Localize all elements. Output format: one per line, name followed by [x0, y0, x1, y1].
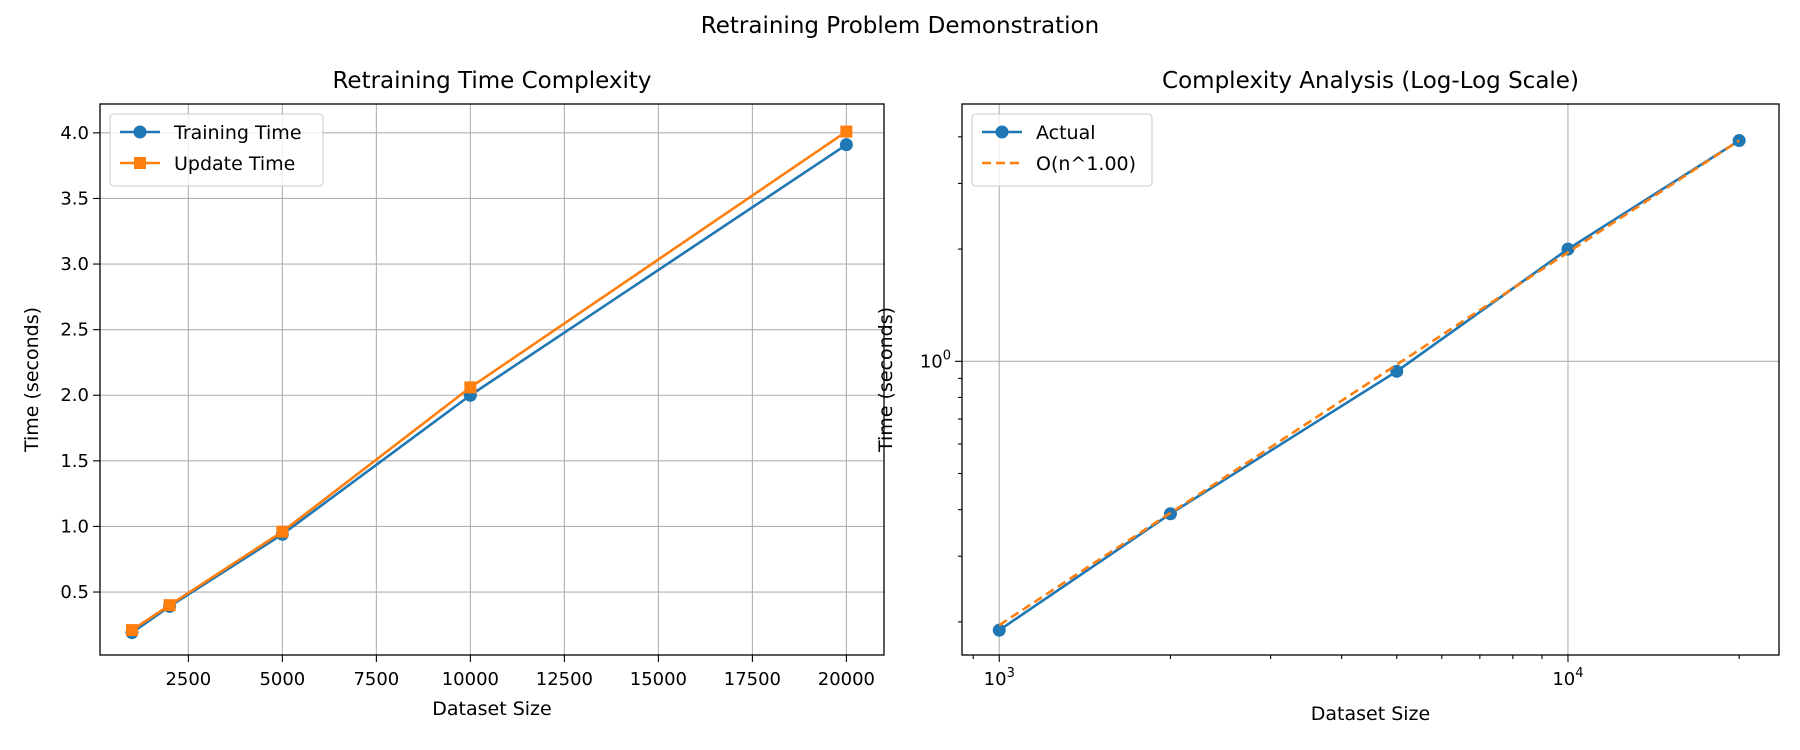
legend-label: O(n^1.00) — [1036, 153, 1136, 175]
data-point — [840, 125, 853, 138]
axes-frame — [961, 103, 1780, 656]
tick-label-base: 10 — [920, 351, 943, 372]
legend-label: Update Time — [174, 153, 295, 175]
series-line — [998, 139, 1740, 627]
chart-panel-left: 2500 5000 7500 10000 12500 15000 17500 20000 0.5… — [21, 68, 885, 720]
legend-label: Actual — [1036, 122, 1096, 144]
x-tick-label: 2500 — [165, 669, 211, 690]
x-axis-ticks: 103 104 — [984, 655, 1584, 690]
y-tick-label: 3.0 — [60, 254, 89, 275]
y-axis-label: Time (seconds) — [21, 307, 43, 453]
data-point — [276, 525, 289, 538]
x-tick-label: 20000 — [818, 669, 875, 690]
y-tick-label: 1.0 — [60, 516, 89, 537]
x-tick-label: 104 — [1552, 666, 1583, 690]
y-tick-label: 100 — [920, 348, 951, 372]
axes-frame — [99, 103, 885, 656]
grid-lines — [962, 104, 1779, 655]
tick-label-exponent: 4 — [1575, 666, 1583, 681]
y-tick-label: 0.5 — [60, 582, 89, 603]
y-tick-label: 2.0 — [60, 385, 89, 406]
chart-title: Retraining Time Complexity — [332, 68, 651, 94]
data-point — [1561, 242, 1575, 256]
data-point — [992, 623, 1006, 637]
data-point — [464, 381, 477, 394]
y-tick-label: 4.0 — [60, 123, 89, 144]
legend-marker — [995, 125, 1009, 139]
x-tick-label: 15000 — [630, 669, 687, 690]
x-axis-ticks: 2500 5000 7500 10000 12500 15000 17500 20000 — [165, 655, 875, 690]
y-axis-ticks: 0.5 1.0 1.5 2.0 2.5 3.0 3.5 4.0 — [60, 123, 100, 603]
x-tick-label: 5000 — [259, 669, 305, 690]
legend-label: Training Time — [173, 122, 302, 144]
legend: Training Time Update Time — [109, 113, 324, 187]
x-axis-label: Dataset Size — [432, 698, 551, 720]
y-tick-label: 3.5 — [60, 188, 89, 209]
legend-box — [109, 113, 324, 187]
data-point — [163, 599, 176, 612]
x-axis-label: Dataset Size — [1311, 703, 1430, 725]
x-tick-label: 7500 — [353, 669, 399, 690]
data-point — [125, 624, 138, 637]
y-tick-label: 1.5 — [60, 451, 89, 472]
series-2 — [125, 125, 853, 637]
x-tick-label: 10000 — [442, 669, 499, 690]
x-tick-label: 103 — [984, 666, 1015, 690]
tick-label-base: 10 — [984, 669, 1007, 690]
figure-suptitle: Retraining Problem Demonstration — [701, 13, 1099, 39]
tick-label-exponent: 0 — [943, 348, 951, 363]
grid-lines — [100, 104, 884, 655]
tick-label-base: 10 — [1552, 669, 1575, 690]
tick-label-exponent: 3 — [1007, 666, 1015, 681]
legend-marker — [133, 125, 147, 139]
legend-marker — [134, 157, 146, 169]
x-tick-label: 17500 — [724, 669, 781, 690]
data-point — [839, 138, 853, 152]
x-tick-label: 12500 — [536, 669, 593, 690]
y-axis-label: Time (seconds) — [875, 307, 897, 453]
series-line — [131, 130, 848, 632]
y-tick-label: 2.5 — [60, 320, 89, 341]
legend: Actual O(n^1.00) — [971, 113, 1153, 187]
series-line — [998, 139, 1740, 632]
y-minor-ticks — [958, 136, 962, 623]
chart-title: Complexity Analysis (Log-Log Scale) — [1162, 68, 1579, 94]
y-axis-ticks: 100 — [920, 348, 962, 372]
series-2 — [998, 139, 1740, 627]
x-minor-ticks — [972, 655, 1740, 659]
